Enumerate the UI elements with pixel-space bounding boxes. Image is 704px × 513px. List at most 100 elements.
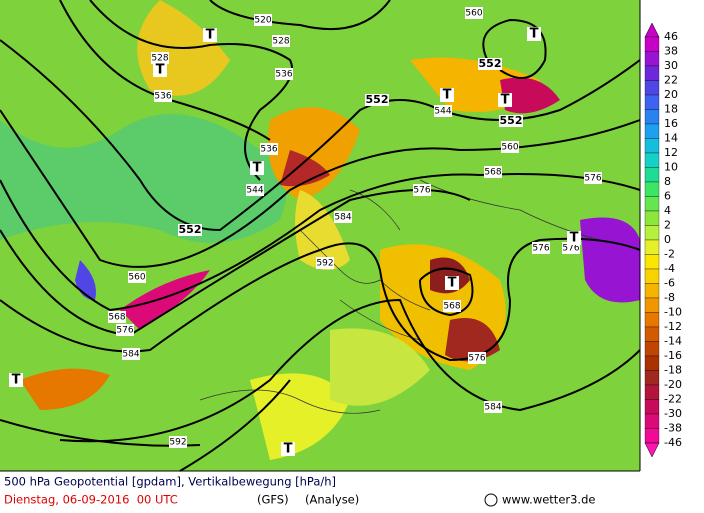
contour-label-bg — [246, 184, 264, 196]
field-area — [250, 373, 350, 460]
contour-label: 528 — [151, 54, 168, 64]
contour-label: 576 — [116, 326, 133, 336]
map-labels: 520 528 528 536 536 544 552 552 552 560 560 536 544 5… — [9, 7, 602, 457]
contour-label-bg — [169, 436, 187, 448]
colorbar-label: -46 — [664, 436, 682, 449]
contour-label-bg — [468, 352, 486, 364]
low-marker-bg — [445, 276, 459, 290]
field-area — [20, 368, 110, 410]
contour-label: 560 — [128, 273, 145, 283]
colorbar-label: 6 — [664, 190, 671, 203]
contour-label-bg — [316, 257, 334, 269]
low-marker: T — [206, 28, 215, 43]
contour-label: 576 — [584, 174, 601, 184]
contour-line — [419, 267, 474, 317]
contour-label-bg — [443, 300, 461, 312]
low-marker: T — [530, 27, 539, 42]
colorbar-label: 30 — [664, 59, 678, 72]
low-marker-bg — [440, 88, 454, 102]
contour-line — [209, 0, 391, 31]
contour-label: 560 — [501, 143, 518, 153]
contour-label: 576 — [562, 244, 579, 254]
contour-label: 552 — [500, 114, 523, 127]
low-marker: T — [501, 93, 510, 108]
colorbar-label: 46 — [664, 30, 678, 43]
low-marker: T — [12, 373, 21, 388]
colorbar-band — [644, 65, 660, 81]
colorbar-band — [644, 196, 660, 212]
contour-line — [59, 298, 641, 443]
contour-label-bg — [178, 224, 202, 236]
contour-label: 552 — [479, 57, 502, 70]
colorbar-band — [644, 413, 660, 429]
colorbar-band — [644, 283, 660, 299]
contour-label-bg — [151, 52, 169, 64]
colorbar-label: 14 — [664, 132, 678, 145]
colorbar-label: 38 — [664, 45, 678, 58]
contour-label-bg — [499, 115, 523, 127]
field-area — [0, 114, 287, 243]
contour-label: 520 — [254, 16, 271, 26]
colorbar-label: -18 — [664, 364, 682, 377]
footer-model: (GFS) — [257, 493, 289, 507]
contour-label-bg — [434, 105, 452, 117]
coastline — [199, 179, 601, 414]
colorbar-label: -16 — [664, 349, 682, 362]
low-marker: T — [156, 63, 165, 78]
low-marker-bg — [203, 28, 217, 42]
contour-label: 552 — [179, 223, 202, 236]
colorbar-band — [644, 355, 660, 371]
colorbar-label: -4 — [664, 262, 675, 275]
contour-label-bg — [128, 271, 146, 283]
colorbar-band — [644, 36, 660, 52]
colorbar-label: 0 — [664, 233, 671, 246]
contour-label: 584 — [122, 350, 139, 360]
contour-label-bg — [484, 166, 502, 178]
colorbar-label: 22 — [664, 74, 678, 87]
colorbar-label: -20 — [664, 378, 682, 391]
field-area — [500, 77, 560, 114]
contour-label-bg — [108, 311, 126, 323]
colorbar-band — [644, 297, 660, 313]
colorbar-band — [644, 326, 660, 342]
colorbar-band — [644, 341, 660, 357]
colorbar-label: 8 — [664, 175, 671, 188]
contour-label-bg — [501, 141, 519, 153]
colorbar-band — [644, 268, 660, 284]
low-marker-bg — [250, 161, 264, 175]
colorbar-band — [644, 51, 660, 67]
colorbar-band — [644, 181, 660, 197]
contour-line — [89, 0, 293, 181]
field-area — [430, 257, 470, 294]
colorbar-band — [644, 123, 660, 139]
footer-site: www.wetter3.de — [502, 493, 595, 507]
colorbar-band — [644, 428, 660, 444]
contour-label: 560 — [465, 9, 482, 19]
colorbar-label: -14 — [664, 335, 682, 348]
colorbar-arrow — [644, 442, 660, 458]
contour-label: 576 — [468, 354, 485, 364]
colorbar-band — [644, 138, 660, 154]
contour-label-bg — [532, 242, 550, 254]
contour-label-bg — [154, 90, 172, 102]
low-marker-bg — [567, 231, 581, 245]
colorbar-band — [644, 109, 660, 125]
footer-run: (Analyse) — [305, 493, 359, 507]
contour-label-bg — [584, 172, 602, 184]
contour-line — [0, 237, 641, 362]
contour-label: 568 — [108, 313, 125, 323]
colorbar-band — [644, 225, 660, 241]
contour-label: 528 — [272, 37, 289, 47]
field-area — [295, 190, 350, 270]
contour-label-bg — [275, 68, 293, 80]
colorbar-band — [644, 210, 660, 226]
colorbar-label: -12 — [664, 320, 682, 333]
contour-label-bg — [116, 324, 134, 336]
colorbar-label: -8 — [664, 291, 675, 304]
contour-label-bg — [122, 348, 140, 360]
contour-label: 584 — [334, 213, 351, 223]
contour-label: 584 — [484, 403, 501, 413]
colorbar-label: -22 — [664, 393, 682, 406]
low-marker-bg — [9, 373, 23, 387]
colorbar-band — [644, 399, 660, 415]
